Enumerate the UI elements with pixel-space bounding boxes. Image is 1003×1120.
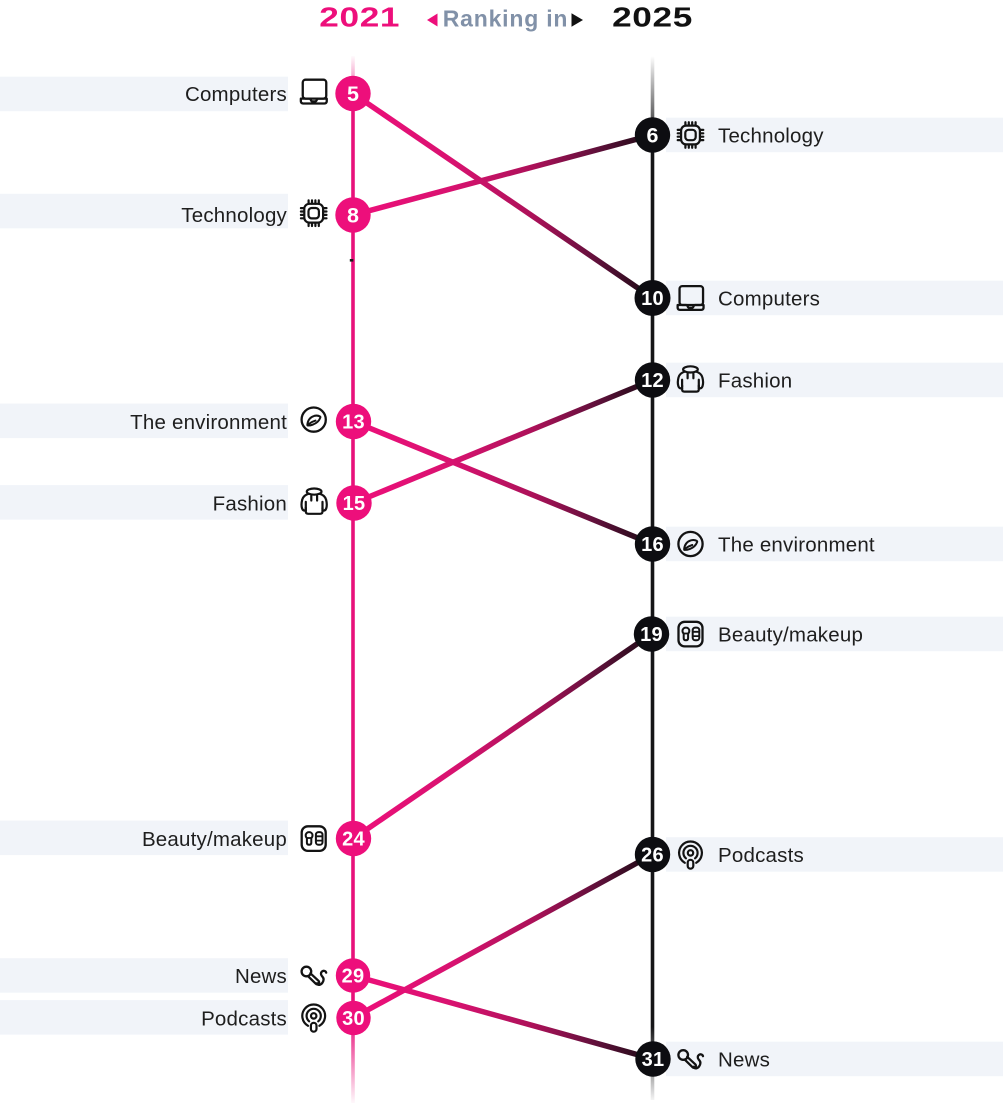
svg-text:6: 6 — [647, 124, 659, 148]
svg-text:Beauty/makeup: Beauty/makeup — [718, 624, 863, 647]
svg-text:Computers: Computers — [185, 83, 287, 106]
svg-text:13: 13 — [342, 412, 365, 434]
svg-text:The environment: The environment — [718, 534, 875, 557]
svg-text:26: 26 — [641, 845, 664, 867]
svg-text:19: 19 — [640, 624, 663, 646]
svg-text:2025: 2025 — [612, 1, 693, 32]
svg-text:Computers: Computers — [718, 288, 820, 311]
svg-text:Technology: Technology — [181, 204, 287, 227]
svg-text:Fashion: Fashion — [213, 493, 287, 516]
svg-text:24: 24 — [342, 829, 365, 851]
svg-text:Technology: Technology — [718, 125, 824, 148]
svg-text:Fashion: Fashion — [718, 370, 792, 393]
svg-text:News: News — [718, 1049, 770, 1072]
svg-text:10: 10 — [641, 288, 664, 310]
svg-text:Ranking in: Ranking in — [443, 6, 569, 32]
svg-text:Podcasts: Podcasts — [718, 844, 804, 867]
svg-text:Podcasts: Podcasts — [201, 1008, 287, 1031]
svg-text:29: 29 — [342, 966, 365, 988]
svg-text:16: 16 — [641, 534, 664, 556]
svg-text:30: 30 — [342, 1008, 365, 1030]
svg-text:15: 15 — [343, 493, 366, 515]
svg-text:31: 31 — [642, 1049, 665, 1071]
svg-text:8: 8 — [347, 204, 359, 228]
svg-text:2021: 2021 — [319, 1, 400, 32]
svg-text:News: News — [235, 965, 287, 988]
svg-text:5: 5 — [347, 82, 359, 106]
svg-text:The environment: The environment — [130, 411, 287, 434]
svg-text:Beauty/makeup: Beauty/makeup — [142, 828, 287, 851]
svg-text:12: 12 — [641, 370, 664, 392]
